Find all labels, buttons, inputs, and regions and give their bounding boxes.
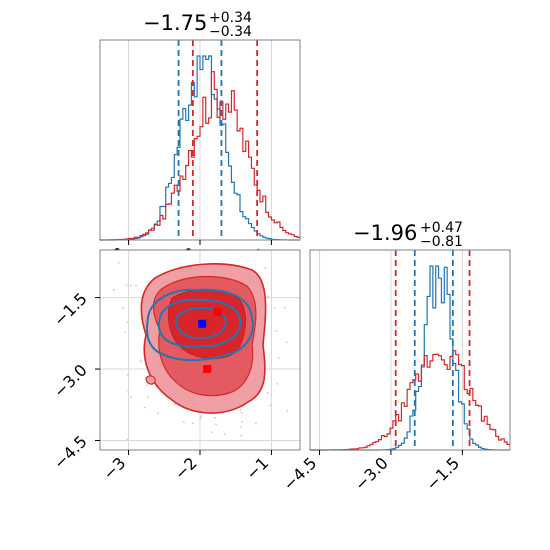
contour-series-a bbox=[146, 288, 254, 362]
hist-1-title: −1.75 +0.34 −0.34 bbox=[143, 10, 252, 40]
scatter-point bbox=[130, 284, 132, 287]
scatter-point bbox=[286, 341, 288, 344]
x-tick-label: −1 bbox=[242, 453, 272, 483]
hist-2-frame bbox=[309, 249, 511, 451]
contour-x-ticks: −3 −2 −1 bbox=[99, 450, 272, 484]
scatter-point bbox=[146, 384, 148, 387]
hist-1-grid bbox=[128, 40, 272, 240]
hist-2-title: −1.96 +0.47 −0.81 bbox=[353, 220, 463, 250]
hist-2-title-plus: +0.47 bbox=[420, 220, 463, 236]
scatter-point bbox=[126, 373, 129, 376]
y-tick-label: −4.5 bbox=[50, 432, 91, 473]
scatter-point bbox=[125, 284, 128, 286]
scatter-point bbox=[273, 307, 276, 309]
scatter-point bbox=[127, 390, 130, 393]
hist-2-x-ticks: −4.5 −3.0 −1.5 bbox=[279, 450, 463, 494]
scatter-point bbox=[199, 416, 202, 419]
panel-contour: −3 −2 −1 −1.5 −3.0 −4.5 bbox=[50, 249, 301, 484]
scatter-point bbox=[277, 356, 280, 359]
scatter-point bbox=[174, 403, 176, 405]
scatter-point bbox=[223, 433, 226, 436]
hist-2-title-value: −1.96 bbox=[353, 221, 417, 245]
x-tick-label: −2 bbox=[171, 453, 201, 483]
x-tick-label: −4.5 bbox=[279, 453, 320, 494]
scatter-point bbox=[240, 411, 243, 414]
x-tick-label: −3 bbox=[99, 453, 129, 483]
best-fit-marker bbox=[198, 319, 207, 328]
contour-a-level-middle bbox=[157, 298, 242, 348]
scatter-point bbox=[241, 406, 244, 409]
hist-1-title-minus: −0.34 bbox=[209, 24, 252, 40]
scatter-point bbox=[126, 438, 129, 441]
contour-b-island bbox=[145, 375, 156, 385]
scatter-point bbox=[269, 404, 271, 407]
scatter-point bbox=[215, 423, 217, 426]
y-tick-label: −3.0 bbox=[50, 360, 91, 401]
scatter-point bbox=[183, 421, 185, 423]
panel-hist-1: −3−2−1 −1.75 +0.34 −0.34 bbox=[99, 10, 301, 274]
best-fit-marker bbox=[213, 307, 222, 316]
scatter-point bbox=[139, 360, 142, 362]
scatter-point bbox=[146, 396, 149, 399]
scatter-point bbox=[214, 416, 217, 419]
scatter-point bbox=[266, 391, 269, 394]
scatter-point bbox=[200, 415, 203, 417]
hist-1-title-plus: +0.34 bbox=[209, 10, 252, 26]
hist-2-quantile-lines bbox=[394, 250, 471, 450]
scatter-point bbox=[210, 431, 213, 434]
scatter-point bbox=[240, 434, 243, 437]
scatter-point bbox=[264, 267, 267, 270]
x-tick-label: −1.5 bbox=[422, 453, 463, 494]
scatter-point bbox=[118, 262, 120, 264]
scatter-point bbox=[122, 307, 124, 309]
scatter-point bbox=[143, 406, 146, 409]
scatter-point bbox=[126, 321, 129, 324]
best-fit-marker bbox=[203, 365, 212, 374]
hist-series-b bbox=[99, 71, 300, 241]
hist-1-title-value: −1.75 bbox=[143, 11, 207, 35]
contour-a-level-inner bbox=[175, 307, 227, 339]
y-tick-label: −1.5 bbox=[50, 289, 91, 330]
scatter-point bbox=[130, 396, 133, 398]
scatter-point bbox=[192, 422, 194, 425]
scatter-point bbox=[135, 284, 137, 287]
hist-1-quantile-lines bbox=[177, 40, 259, 240]
scatter-point bbox=[255, 422, 257, 425]
panel-hist-2: −4.5 −3.0 −1.5 −1.96 +0.47 −0.81 bbox=[279, 220, 511, 494]
scatter-point bbox=[283, 306, 286, 309]
contour-markers bbox=[198, 307, 222, 374]
scatter-point bbox=[240, 426, 242, 428]
contour-a-level-outer bbox=[146, 288, 254, 362]
scatter-point bbox=[275, 330, 278, 332]
scatter-point bbox=[286, 409, 288, 412]
scatter-point bbox=[241, 420, 244, 423]
scatter-point bbox=[124, 331, 126, 334]
scatter-point bbox=[266, 295, 269, 298]
hist-2-grid bbox=[319, 250, 463, 450]
scatter-point bbox=[157, 412, 159, 415]
scatter-point bbox=[276, 383, 279, 385]
scatter-point bbox=[112, 288, 115, 291]
scatter-point bbox=[239, 409, 242, 411]
hist-1-series bbox=[99, 55, 300, 241]
hist-2-title-minus: −0.81 bbox=[420, 234, 463, 250]
x-tick-label: −3.0 bbox=[351, 453, 392, 494]
contour-y-ticks: −1.5 −3.0 −4.5 bbox=[50, 289, 100, 473]
